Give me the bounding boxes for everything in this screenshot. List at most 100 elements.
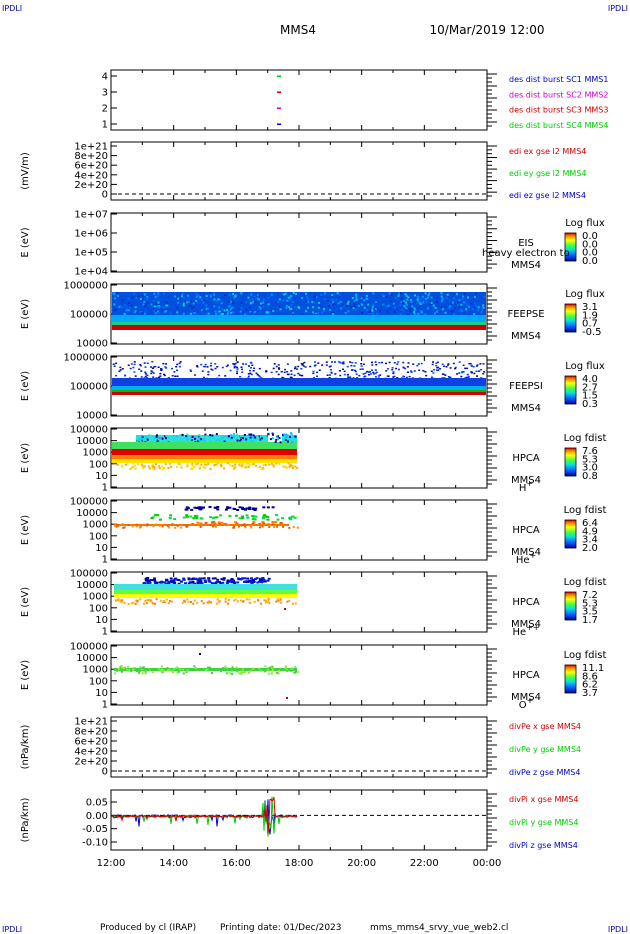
spectrogram-pixel <box>271 437 274 440</box>
spectrogram-pixel <box>236 433 239 436</box>
spectrogram-pixel <box>464 367 467 370</box>
spectrogram-pixel <box>195 463 198 466</box>
spectrogram-pixel <box>192 302 195 305</box>
colorbar-title: Log fdist <box>564 650 607 661</box>
spectrogram-pixel <box>168 517 172 519</box>
panel-frame <box>110 212 488 273</box>
spectrogram-pixel <box>213 434 216 437</box>
spectrogram-pixel <box>354 369 356 372</box>
spectrogram-pixel <box>392 372 395 375</box>
spectrogram-pixel <box>218 298 221 301</box>
spectrogram-pixel <box>140 370 143 372</box>
spectrogram-pixel <box>421 295 424 298</box>
spectrogram-pixel <box>238 672 241 675</box>
spectrogram-pixel <box>197 580 201 583</box>
spectrogram-pixel <box>307 300 310 303</box>
spectrogram-pixel <box>169 514 173 517</box>
spectrogram-pixel <box>382 295 385 297</box>
spectrogram-pixel <box>239 310 242 313</box>
spectrogram-pixel <box>239 578 243 581</box>
spectrogram-pixel <box>116 295 119 297</box>
data-gap <box>268 432 282 442</box>
y-tick-label: 10000 <box>76 411 108 422</box>
y-tick-label: 2e+20 <box>74 180 108 191</box>
spectrogram-pixel <box>278 305 281 308</box>
spectrogram-pixel <box>199 508 203 511</box>
spectrogram-pixel <box>205 435 208 438</box>
spectrogram-pixel <box>378 362 381 364</box>
spectrogram-pixel <box>230 581 234 584</box>
spectrogram-pixel <box>234 464 237 467</box>
spectrogram-pixel <box>227 523 230 526</box>
spectrogram-pixel <box>139 666 142 668</box>
spectrogram-pixel <box>209 516 213 519</box>
spectrogram-pixel <box>419 298 422 301</box>
spectrogram-pixel <box>153 580 157 583</box>
y-tick-label: 10000 <box>76 508 108 519</box>
spectrogram-pixel <box>113 303 116 306</box>
spectrogram-pixel <box>291 669 294 672</box>
spectrogram-pixel <box>135 599 138 602</box>
spectrogram-pixel <box>418 369 421 371</box>
spectrogram-pixel <box>141 298 144 301</box>
legend-entry: divPe y gse MMS4 <box>509 745 581 754</box>
spectrogram-pixel <box>457 300 460 303</box>
spectrogram-pixel <box>385 295 388 298</box>
legend-entry: divPi x gse MMS4 <box>509 795 578 804</box>
y-tick-label: 0.05 <box>86 798 108 809</box>
spectrogram-pixel <box>305 295 308 298</box>
spectrogram-pixel <box>200 463 203 466</box>
spectrogram-pixel <box>217 310 220 313</box>
spectrogram-pixel <box>213 577 217 580</box>
spectrogram-pixel <box>275 462 278 465</box>
spectrogram-pixel <box>151 602 154 605</box>
instrument-label: FEEPSE <box>507 309 544 320</box>
time-tick-label: 00:00 <box>473 858 502 869</box>
spectrogram-pixel <box>223 467 225 470</box>
spectrogram-pixel <box>177 582 181 585</box>
spectrogram-pixel <box>156 295 159 298</box>
spectrogram-pixel <box>482 306 485 309</box>
spectrogram-pixel <box>397 361 400 363</box>
spectrogram-pixel <box>271 432 274 435</box>
spectrogram-pixel <box>181 295 183 298</box>
instrument-label: HPCA <box>512 453 540 464</box>
band-orange <box>114 524 289 526</box>
spectrogram-pixel <box>260 667 262 670</box>
spectrogram-pixel <box>317 312 320 314</box>
spectrogram-pixel <box>240 599 242 602</box>
spectrogram-pixel <box>203 299 205 302</box>
spectrogram-pixel <box>241 506 245 509</box>
spectrogram-pixel <box>300 368 303 370</box>
spectrogram-pixel <box>152 376 155 378</box>
spectrogram-pixel <box>206 307 208 310</box>
colorbar <box>564 303 577 333</box>
spectrogram-pixel <box>159 599 162 602</box>
spectrogram-pixel <box>133 292 136 295</box>
spectrogram-pixel <box>476 364 479 366</box>
spectrogram-pixel <box>264 670 267 673</box>
spectrogram-pixel <box>272 466 275 468</box>
spectrogram-pixel <box>140 312 143 315</box>
spectrogram-pixel <box>336 292 339 295</box>
spectrogram-pixel <box>156 434 158 437</box>
spectrogram-pixel <box>224 665 227 668</box>
legend-entry: des dist burst SC1 MMS1 <box>509 75 608 84</box>
spectrogram-pixel <box>213 524 216 527</box>
spectrogram-pixel <box>398 368 400 371</box>
spacecraft-label: MMS4 <box>511 619 541 630</box>
spectrogram-pixel <box>123 526 126 529</box>
spectrogram-pixel <box>180 526 183 529</box>
spectrogram-pixel <box>454 306 457 309</box>
species-label: H+ <box>519 479 533 494</box>
y-tick-label: 1e+06 <box>74 229 108 240</box>
band-red <box>112 325 486 330</box>
spectrogram-pixel <box>162 306 165 309</box>
spectrogram-pixel <box>470 371 473 373</box>
colorbar-tick-label: 1.7 <box>582 615 598 626</box>
spectrogram-pixel <box>114 308 117 311</box>
spectrogram-pixel <box>203 463 206 466</box>
spectrogram-pixel <box>201 435 204 438</box>
spectrogram-pixel <box>198 582 202 585</box>
spectrogram-pixel <box>116 463 119 466</box>
